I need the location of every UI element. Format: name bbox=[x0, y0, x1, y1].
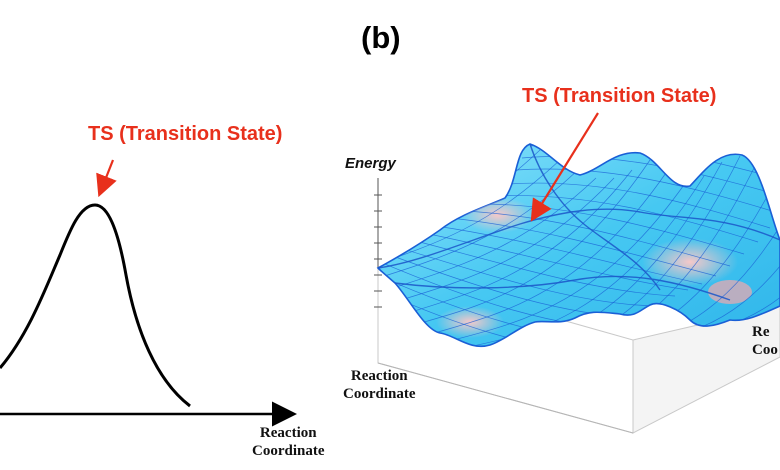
left-x-axis-label: Reaction Coordinate bbox=[252, 424, 325, 460]
minimum-left bbox=[462, 197, 534, 233]
energy-axis-ticks bbox=[374, 178, 382, 308]
left-x-axis-label-line2: Coordinate bbox=[252, 443, 325, 459]
right-y-axis-label: Re Coo bbox=[752, 323, 778, 359]
ts-label-right: TS (Transition State) bbox=[522, 85, 717, 107]
minimum-right bbox=[642, 238, 738, 286]
minimum-far-right bbox=[708, 280, 752, 304]
surface-ridges bbox=[377, 143, 780, 301]
right-x-axis-label-line1: Reaction bbox=[350, 368, 408, 384]
box-edge bbox=[377, 362, 634, 434]
ts-arrow-right bbox=[530, 112, 599, 222]
surface-fill bbox=[376, 143, 780, 348]
ts-arrow-left bbox=[96, 159, 117, 198]
energy-axis-label: Energy bbox=[345, 155, 396, 172]
right-x-axis-label-line2: Coordinate bbox=[343, 386, 416, 402]
ts-label-left: TS (Transition State) bbox=[88, 123, 283, 145]
minimum-bottom bbox=[436, 306, 504, 338]
panel-label: (b) bbox=[361, 20, 401, 55]
right-energy-surface bbox=[374, 112, 780, 434]
left-energy-plot bbox=[0, 159, 297, 427]
right-y-axis-label-line1: Re bbox=[752, 324, 770, 340]
left-x-axis-label-line1: Reaction bbox=[259, 425, 317, 441]
right-y-axis-label-line2: Coo bbox=[752, 342, 778, 358]
right-x-axis-label: Reaction Coordinate bbox=[343, 367, 416, 403]
energy-curve bbox=[0, 203, 191, 408]
